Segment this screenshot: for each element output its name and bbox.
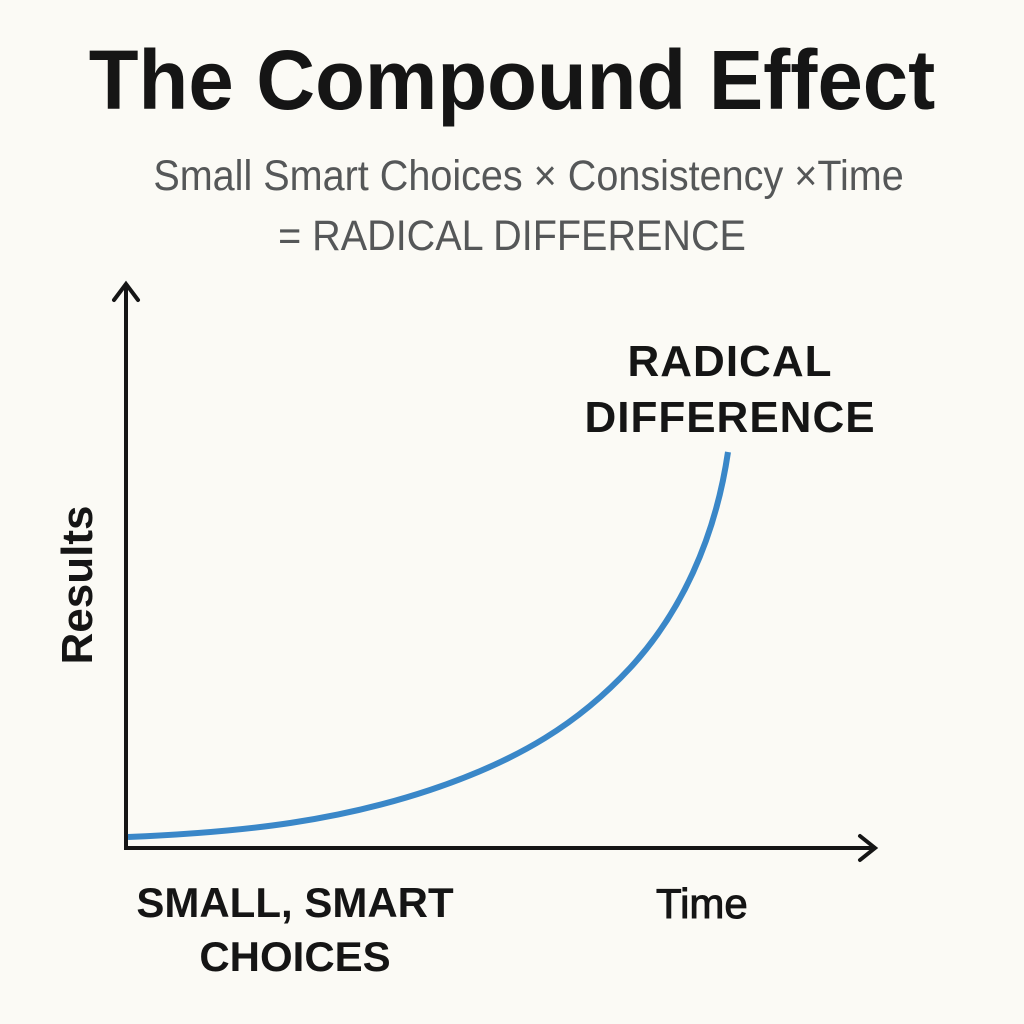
annotation-line2: DIFFERENCE	[584, 393, 876, 442]
x-start-label: SMALL, SMART CHOICES	[120, 876, 470, 984]
subtitle-formula: Small Smart Choices × Consistency ×Time	[153, 152, 904, 200]
x-start-line1: SMALL, SMART	[136, 879, 454, 926]
annotation-line1: RADICAL	[627, 337, 833, 386]
growth-curve	[127, 451, 731, 840]
chart-title: The Compound Effect	[88, 33, 936, 127]
x-axis-arrow-icon	[858, 834, 879, 862]
radical-difference-annotation: RADICAL DIFFERENCE	[575, 334, 885, 446]
subtitle-result: = RADICAL DIFFERENCE	[278, 212, 746, 260]
y-axis-arrow-icon	[112, 280, 140, 302]
y-axis	[112, 280, 140, 850]
y-axis-label: Results	[53, 505, 102, 665]
x-start-line2: CHOICES	[199, 933, 391, 980]
x-axis	[124, 834, 879, 862]
x-axis-label: Time	[656, 880, 749, 928]
